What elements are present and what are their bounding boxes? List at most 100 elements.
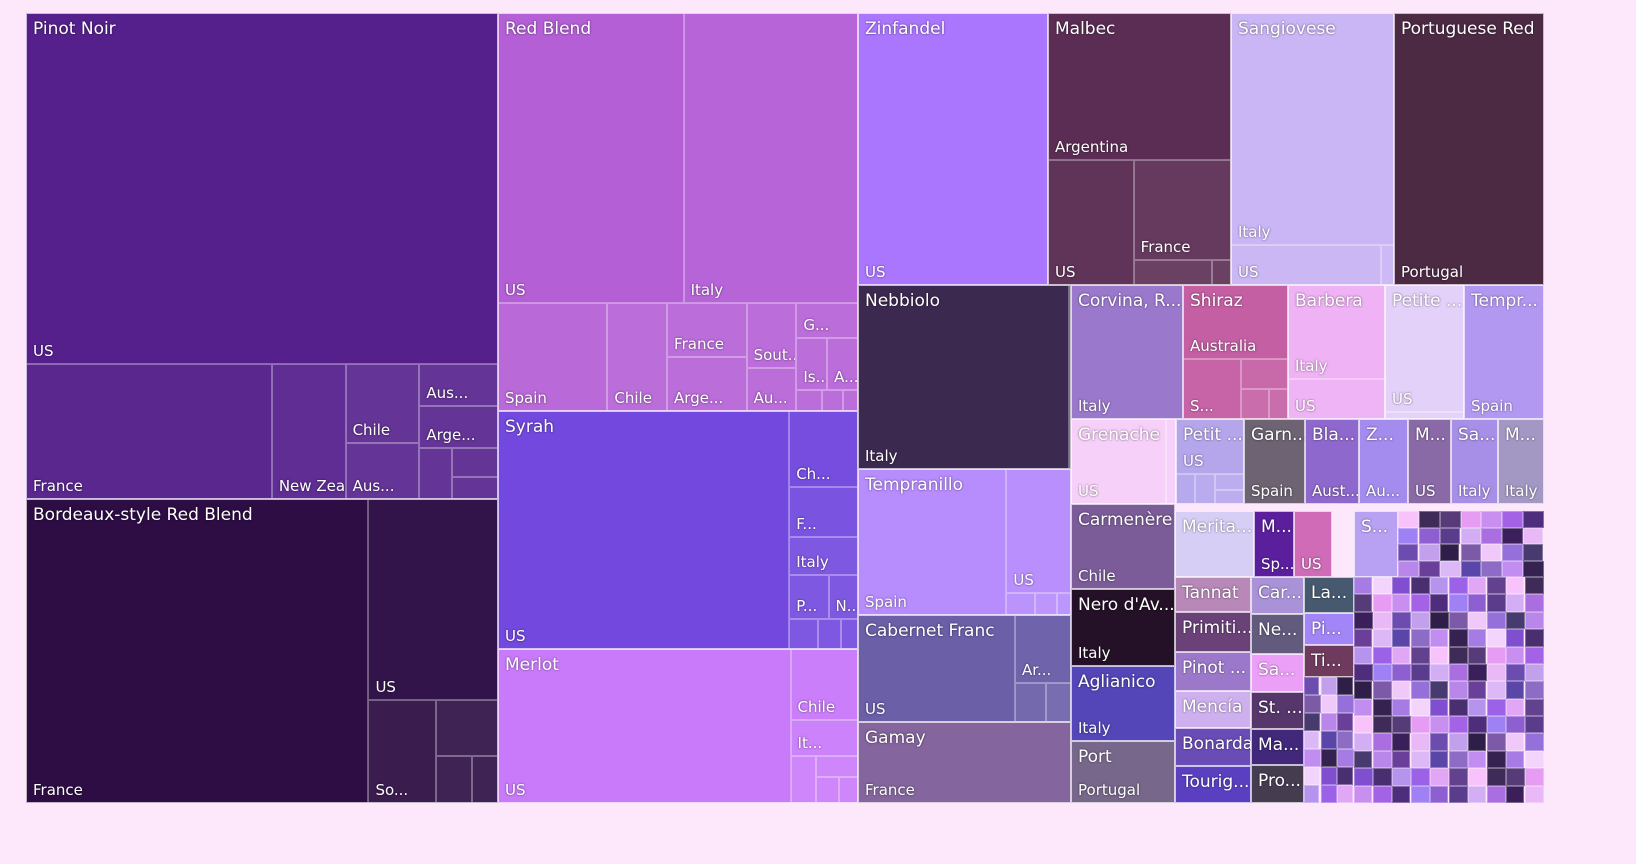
small-tile[interactable] (1506, 698, 1524, 717)
small-tile[interactable] (1468, 681, 1487, 699)
tile-48-0[interactable] (1354, 511, 1398, 577)
small-tile[interactable] (1506, 681, 1525, 699)
small-tile[interactable] (1411, 663, 1430, 682)
small-tile[interactable] (1525, 663, 1544, 682)
small-tile[interactable] (1337, 677, 1353, 695)
small-tile[interactable] (1523, 560, 1544, 577)
small-tile[interactable] (1523, 527, 1544, 544)
small-tile[interactable] (1373, 716, 1392, 734)
small-tile[interactable] (1487, 750, 1506, 769)
small-tile[interactable] (1354, 698, 1372, 717)
tile-2-1[interactable]: Italy (683, 13, 858, 303)
tile-16-1[interactable] (1385, 412, 1464, 419)
tile-47-0[interactable] (1304, 645, 1354, 677)
small-tile[interactable] (1304, 677, 1320, 695)
tile-0-4[interactable]: Aus... (345, 442, 420, 499)
tile-6-4[interactable] (1211, 259, 1231, 285)
small-tile[interactable] (1449, 733, 1468, 751)
tile-3-6[interactable] (789, 618, 818, 649)
tile-0-6[interactable]: Arge... (419, 406, 498, 449)
small-tile[interactable] (1392, 716, 1411, 734)
tile-4-0[interactable]: US (498, 649, 791, 803)
small-tile[interactable] (1525, 611, 1544, 630)
tile-32-0[interactable]: US (1294, 511, 1332, 577)
tile-25-0[interactable]: Italy (1498, 419, 1544, 504)
small-tile[interactable] (1430, 750, 1448, 769)
small-tile[interactable] (1502, 560, 1524, 577)
tile-1-4[interactable] (435, 755, 473, 803)
tile-28-0[interactable]: Italy (1071, 666, 1175, 741)
tile-11-3[interactable] (1046, 683, 1071, 722)
small-tile[interactable] (1320, 785, 1338, 803)
tile-4-6[interactable] (839, 777, 858, 803)
tile-44-0[interactable] (1251, 765, 1304, 803)
tile-14-4[interactable] (1269, 388, 1288, 419)
small-tile[interactable] (1411, 611, 1430, 630)
tile-2-7[interactable]: Au... (746, 367, 797, 411)
small-tile[interactable] (1304, 785, 1320, 803)
small-tile[interactable] (1392, 750, 1410, 769)
tile-38-0[interactable] (1175, 766, 1251, 803)
small-tile[interactable] (1337, 713, 1354, 731)
tile-14-0[interactable]: Australia (1183, 285, 1288, 359)
small-tile[interactable] (1392, 768, 1411, 786)
tile-3-0[interactable]: US (498, 411, 790, 649)
tile-14-2[interactable] (1241, 358, 1288, 389)
tile-21-0[interactable]: Aust... (1305, 419, 1359, 504)
small-tile[interactable] (1506, 750, 1524, 769)
small-tile[interactable] (1430, 681, 1449, 699)
small-tile[interactable] (1411, 681, 1430, 699)
tile-34-0[interactable] (1175, 612, 1251, 652)
small-tile[interactable] (1430, 698, 1448, 717)
small-tile[interactable] (1468, 698, 1486, 717)
small-tile[interactable] (1304, 749, 1321, 767)
small-tile[interactable] (1337, 695, 1354, 713)
small-tile[interactable] (1449, 646, 1468, 664)
small-tile[interactable] (1373, 750, 1392, 769)
small-tile[interactable] (1373, 768, 1392, 786)
small-tile[interactable] (1487, 681, 1506, 699)
small-tile[interactable] (1502, 544, 1524, 561)
small-tile[interactable] (1468, 768, 1487, 786)
tile-2-9[interactable]: Is... (796, 337, 828, 391)
small-tile[interactable] (1373, 733, 1392, 751)
small-tile[interactable] (1449, 611, 1468, 630)
small-tile[interactable] (1525, 750, 1544, 769)
tile-45-0[interactable] (1304, 577, 1354, 613)
small-tile[interactable] (1525, 716, 1544, 734)
small-tile[interactable] (1439, 544, 1460, 561)
small-tile[interactable] (1354, 646, 1372, 664)
tile-10-2[interactable] (1006, 593, 1036, 615)
small-tile[interactable] (1487, 594, 1506, 612)
small-tile[interactable] (1481, 511, 1503, 528)
tile-11-1[interactable]: Ar... (1014, 615, 1071, 684)
tile-40-0[interactable] (1251, 614, 1304, 654)
tile-24-0[interactable]: Italy (1451, 419, 1498, 504)
small-tile[interactable] (1468, 646, 1486, 664)
small-tile[interactable] (1449, 785, 1468, 803)
tile-10-0[interactable]: Spain (858, 469, 1007, 615)
tile-4-3[interactable] (790, 755, 816, 803)
tile-3-8[interactable] (840, 618, 858, 649)
small-tile[interactable] (1449, 663, 1468, 682)
small-tile[interactable] (1320, 695, 1338, 713)
tile-4-4[interactable] (815, 755, 858, 778)
small-tile[interactable] (1373, 646, 1392, 664)
small-tile[interactable] (1373, 611, 1392, 630)
tile-19-1[interactable] (1176, 474, 1196, 504)
small-tile[interactable] (1354, 611, 1373, 630)
tile-0-3[interactable]: Chile (345, 364, 420, 443)
small-tile[interactable] (1449, 577, 1468, 595)
tile-14-1[interactable]: S... (1183, 358, 1242, 419)
small-tile[interactable] (1460, 511, 1482, 528)
tile-6-0[interactable]: Argentina (1048, 13, 1231, 160)
tile-2-8[interactable]: G... (796, 302, 858, 338)
tile-7-1[interactable]: US (1231, 244, 1382, 285)
small-tile[interactable] (1373, 629, 1392, 647)
small-tile[interactable] (1354, 577, 1373, 595)
small-tile[interactable] (1487, 733, 1506, 751)
small-tile[interactable] (1304, 731, 1320, 749)
small-tile[interactable] (1487, 698, 1506, 717)
tile-6-2[interactable]: France (1133, 159, 1231, 260)
small-tile[interactable] (1430, 663, 1449, 682)
